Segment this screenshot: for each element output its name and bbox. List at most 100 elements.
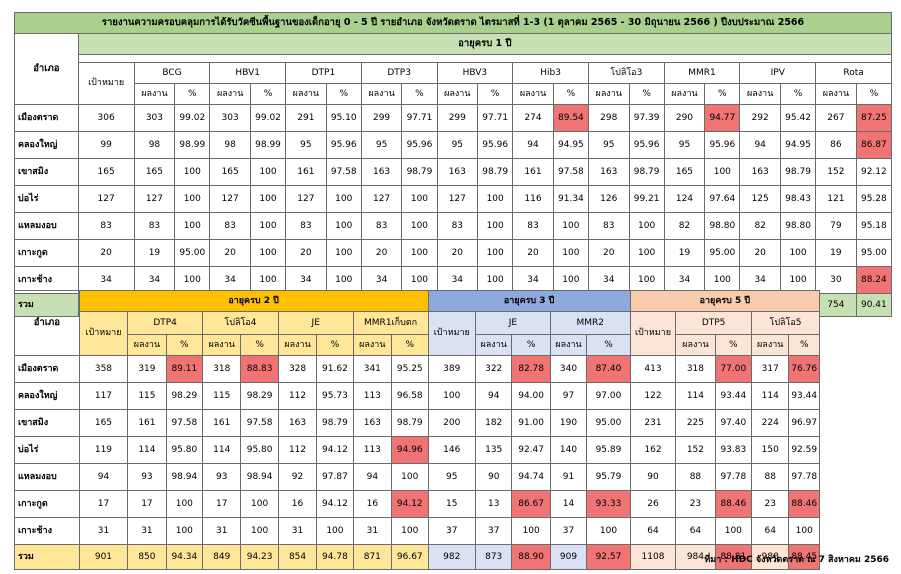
result-value: 165 — [209, 158, 251, 186]
target2-value: 165 — [78, 409, 129, 437]
result-value: 850 — [127, 544, 167, 570]
result-header: ผลงาน — [352, 334, 393, 356]
result-value: 161 — [127, 409, 167, 437]
target-header: เป้าหมาย — [77, 62, 135, 105]
percent-value: 93.44 — [788, 382, 820, 410]
result-value: 91 — [549, 463, 588, 491]
percent-value: 94.77 — [704, 104, 741, 132]
percent-value: 97.58 — [552, 158, 589, 186]
result-value: 92 — [277, 463, 318, 491]
result-value: 37 — [475, 517, 513, 545]
result-value: 124 — [663, 185, 706, 213]
percent-header: % — [316, 334, 354, 356]
result-header: ผลงาน — [127, 334, 167, 356]
percent-header: % — [401, 83, 438, 105]
result-value: 112 — [277, 436, 318, 464]
result-value: 140 — [549, 436, 588, 464]
result-value: 95 — [663, 131, 706, 159]
result-header: ผลงาน — [675, 334, 716, 356]
percent-header: % — [391, 334, 429, 356]
vaccine-header: JE — [277, 311, 354, 335]
percent-value: 93.83 — [714, 436, 753, 464]
table-row: คลองใหญ่ 99 98 98.99 98 98.99 95 95.96 95 95.96 95… — [14, 131, 893, 159]
result-value: 161 — [512, 158, 554, 186]
percent-value: 98.29 — [165, 382, 204, 410]
vaccine-header: MMR2 — [549, 311, 631, 335]
target5-value: 64 — [629, 517, 677, 545]
target5-value: 413 — [629, 355, 677, 383]
district-name: เขาสมิง — [14, 158, 79, 186]
age-group-header: อายุครบ 1 ปี — [77, 33, 893, 55]
target5-value: 90 — [629, 463, 677, 491]
result-value: 20 — [436, 239, 479, 267]
result-value: 37 — [549, 517, 588, 545]
percent-value: 97.40 — [714, 409, 753, 437]
target3-value: 200 — [427, 409, 477, 437]
result-value: 290 — [663, 104, 706, 132]
percent-value: 100 — [249, 185, 287, 213]
result-value: 34 — [512, 266, 554, 294]
percent-value: 100 — [240, 490, 279, 518]
table-row: บ่อไร่ 127 127 100 127 100 127 100 127 100 127 100 1… — [14, 185, 893, 213]
result-value: 20 — [285, 239, 327, 267]
percent-value: 87.25 — [855, 104, 893, 132]
percent-value: 97.71 — [477, 104, 514, 132]
result-value: 127 — [436, 185, 479, 213]
percent-value: 90.41 — [855, 293, 893, 317]
result-value: 95 — [436, 131, 479, 159]
percent-header: % — [552, 83, 589, 105]
percent-value: 97.58 — [165, 409, 204, 437]
result-value: 292 — [739, 104, 781, 132]
percent-header: % — [586, 334, 631, 356]
percent-value: 98.94 — [240, 463, 279, 491]
result-value: 114 — [202, 436, 242, 464]
percent-value: 100 — [249, 239, 287, 267]
percent-header: % — [477, 83, 514, 105]
result-value: 90 — [475, 463, 513, 491]
table-row: เกาะช้าง 31 31 100 31 100 31 100 31 100 37 37 100 37 1… — [14, 517, 820, 545]
result-value: 163 — [436, 158, 479, 186]
percent-value: 95.89 — [586, 436, 631, 464]
report-title: รายงานความครอบคลุมการได้รับวัคซีนพื้นฐาน… — [14, 12, 892, 34]
total-row: รวม 901 850 94.34 849 94.23 854 94.78 871 96.67 98… — [14, 544, 820, 570]
percent-header: % — [240, 334, 279, 356]
result-value: 17 — [127, 490, 167, 518]
percent-value: 100 — [552, 266, 589, 294]
target5-header: เป้าหมาย — [629, 311, 677, 356]
result-value: 19 — [663, 239, 706, 267]
target3-value: 37 — [427, 517, 477, 545]
target5-value: 162 — [629, 436, 677, 464]
percent-value: 77.00 — [714, 355, 753, 383]
result-value: 64 — [751, 517, 790, 545]
percent-value: 100 — [779, 239, 817, 267]
target3-header: เป้าหมาย — [427, 311, 477, 356]
result-header: ผลงาน — [739, 83, 781, 105]
percent-value: 92.12 — [855, 158, 893, 186]
result-value: 20 — [209, 239, 251, 267]
table-row: เกาะช้าง 34 34 100 34 100 34 100 34 100 34 100 34 100… — [14, 266, 893, 294]
percent-value: 76.76 — [788, 355, 820, 383]
percent-value: 100 — [165, 517, 204, 545]
result-value: 116 — [512, 185, 554, 213]
percent-value: 98.43 — [779, 185, 817, 213]
result-value: 94 — [475, 382, 513, 410]
percent-value: 100 — [325, 212, 362, 240]
percent-value: 98.94 — [165, 463, 204, 491]
result-value: 114 — [675, 382, 716, 410]
percent-value: 82.78 — [511, 355, 551, 383]
percent-value: 97.78 — [714, 463, 753, 491]
coverage-table-age1: รายงานความครอบคลุมการได้รับวัคซีนพื้นฐาน… — [14, 12, 893, 317]
percent-value: 86.67 — [511, 490, 551, 518]
result-value: 31 — [277, 517, 318, 545]
percent-value: 91.62 — [316, 355, 354, 383]
result-value: 127 — [360, 185, 403, 213]
percent-value: 88.24 — [855, 266, 893, 294]
percent-value: 100 — [552, 212, 589, 240]
result-header: ผลงาน — [751, 334, 790, 356]
result-value: 113 — [352, 436, 393, 464]
percent-value: 100 — [477, 212, 514, 240]
title-row: รายงานความครอบคลุมการได้รับวัคซีนพื้นฐาน… — [14, 12, 892, 34]
percent-header: % — [855, 83, 893, 105]
table-row: แหลมงอบ 83 83 100 83 100 83 100 83 100 83 100 83 100 8… — [14, 212, 893, 240]
vaccine-header: DTP1 — [285, 62, 362, 84]
